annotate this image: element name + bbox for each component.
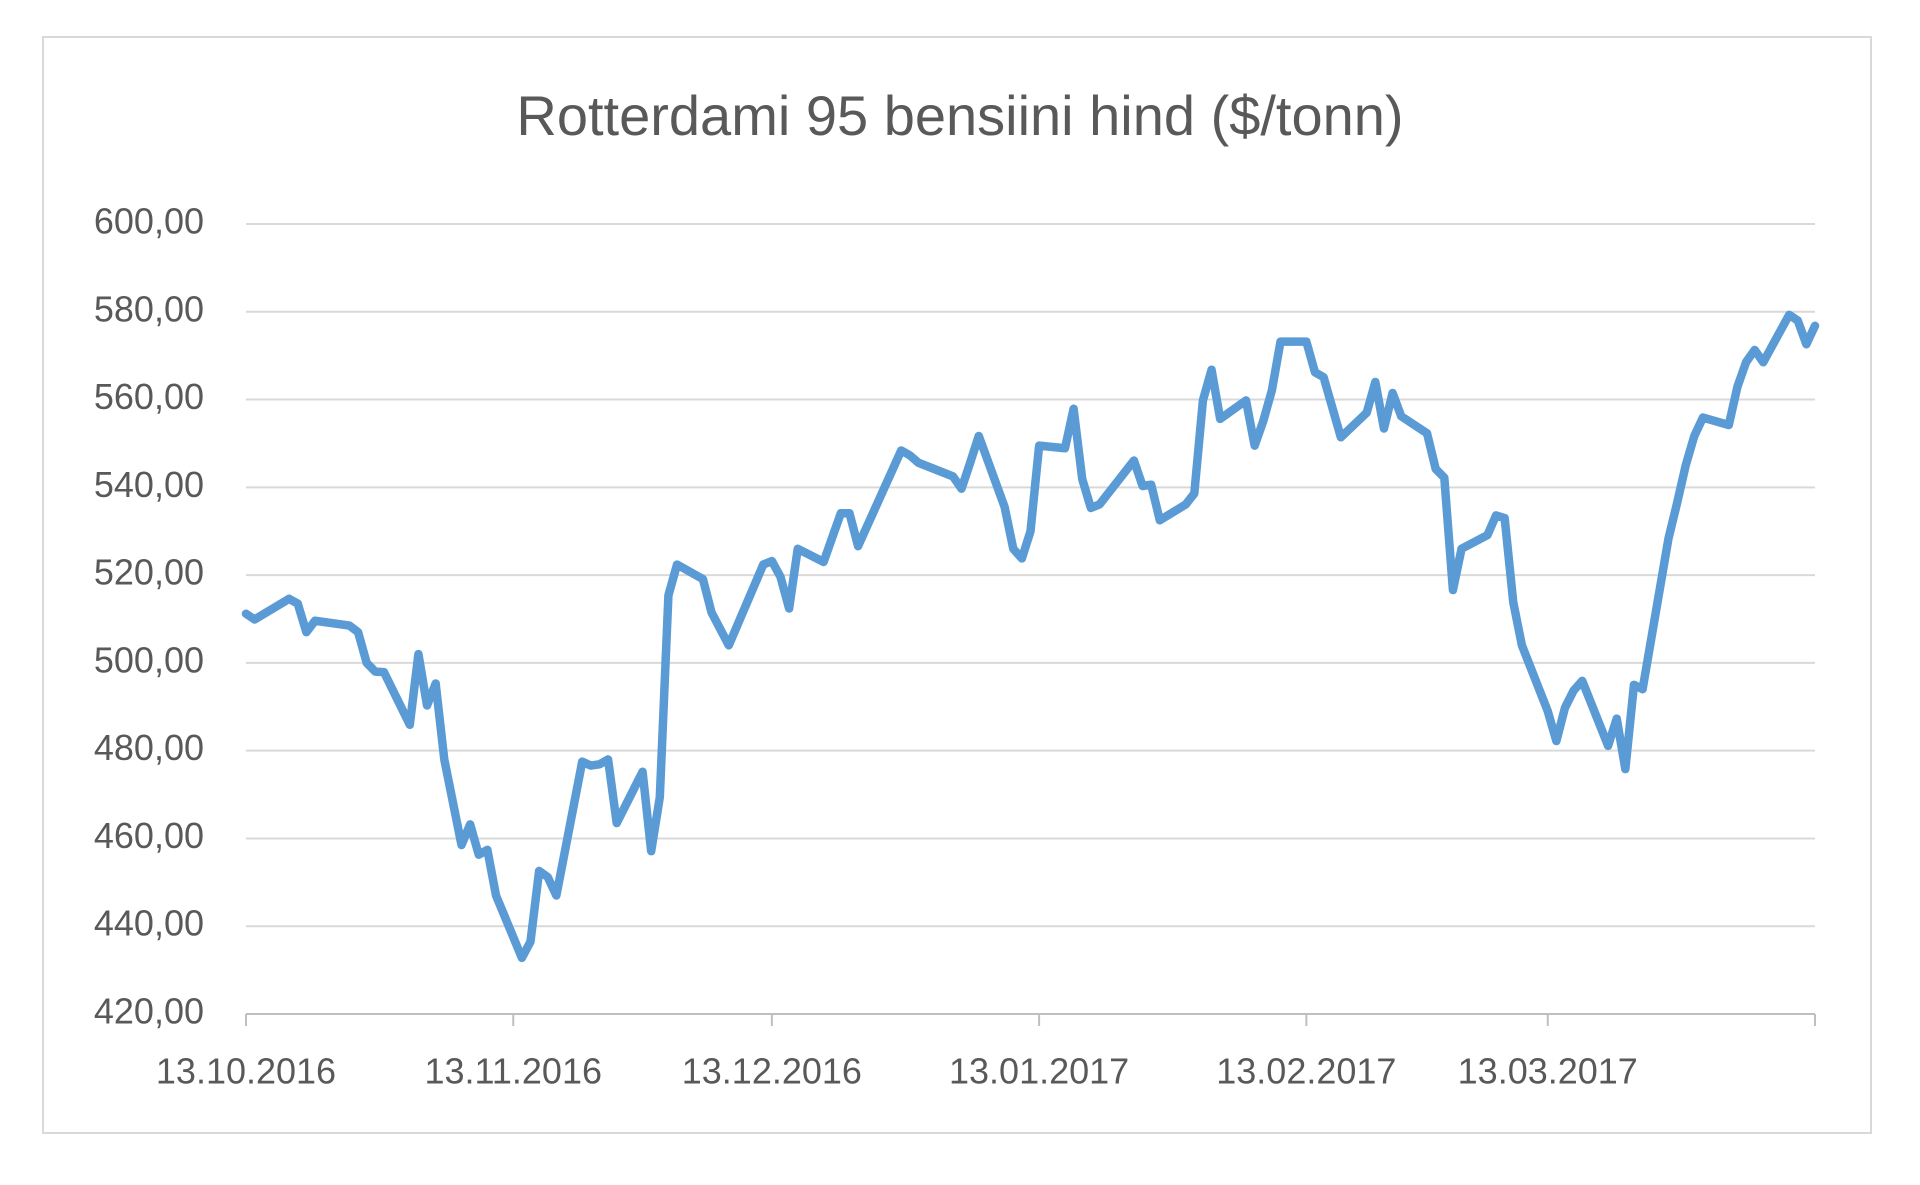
x-tick-label: 13.03.2017 [1458,1051,1638,1092]
x-tick-label: 13.12.2016 [682,1051,862,1092]
chart-title: Rotterdami 95 bensiini hind ($/tonn) [516,84,1403,147]
y-tick-label: 540,00 [94,464,204,505]
y-tick-label: 560,00 [94,376,204,417]
data-line [241,310,1820,963]
y-tick-label: 520,00 [94,552,204,593]
y-tick-label: 600,00 [94,201,204,242]
x-tick-label: 13.01.2017 [949,1051,1129,1092]
chart-frame [42,36,1872,1134]
y-tick-label: 440,00 [94,903,204,944]
y-tick-label: 420,00 [94,991,204,1032]
y-tick-label: 460,00 [94,815,204,856]
x-tick-label: 13.10.2016 [156,1051,336,1092]
y-tick-label: 480,00 [94,727,204,768]
y-tick-label: 500,00 [94,639,204,680]
y-tick-label: 580,00 [94,288,204,329]
x-tick-label: 13.02.2017 [1216,1051,1396,1092]
x-tick-label: 13.11.2016 [424,1051,602,1092]
